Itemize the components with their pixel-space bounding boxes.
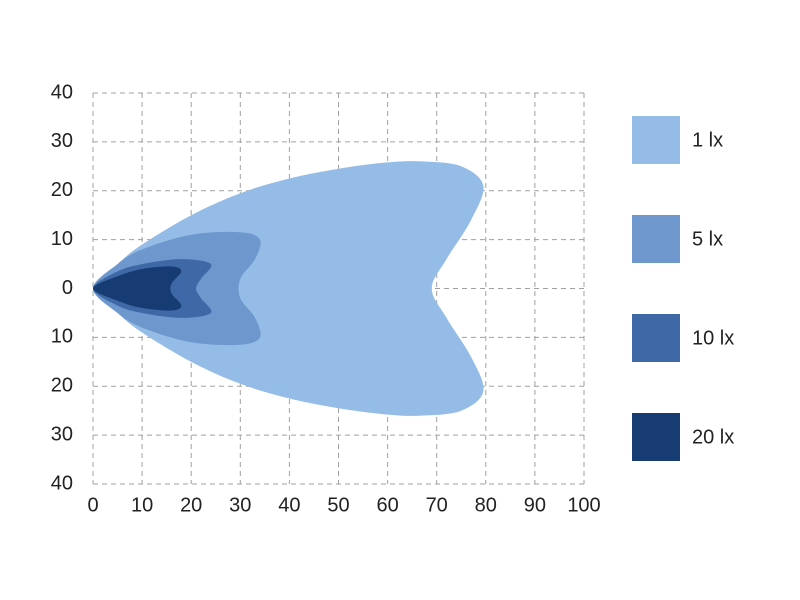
- x-tick-label: 80: [475, 494, 497, 516]
- y-tick-label: 10: [51, 326, 73, 348]
- x-tick-label: 10: [131, 494, 153, 516]
- legend-label: 20 lx: [692, 426, 734, 448]
- x-tick-label: 0: [87, 494, 98, 516]
- y-tick-label: 10: [51, 228, 73, 250]
- isolux-area: [93, 161, 484, 416]
- legend-label: 1 lx: [692, 129, 723, 151]
- isolux-area: [93, 266, 182, 311]
- y-tick-label: 40: [51, 81, 73, 103]
- x-tick-label: 70: [426, 494, 448, 516]
- y-tick-label: 0: [62, 277, 73, 299]
- x-tick-label: 20: [180, 494, 202, 516]
- x-tick-label: 50: [327, 494, 349, 516]
- legend-label: 10 lx: [692, 327, 734, 349]
- legend-label: 5 lx: [692, 228, 723, 250]
- legend-swatch: [632, 215, 680, 263]
- y-tick-label: 20: [51, 375, 73, 397]
- x-tick-label: 90: [524, 494, 546, 516]
- legend-swatch: [632, 413, 680, 461]
- x-tick-label: 100: [567, 494, 600, 516]
- y-tick-label: 30: [51, 130, 73, 152]
- x-tick-label: 60: [376, 494, 398, 516]
- y-tick-label: 20: [51, 179, 73, 201]
- x-tick-label: 40: [278, 494, 300, 516]
- y-tick-label: 30: [51, 423, 73, 445]
- legend-swatch: [632, 314, 680, 362]
- x-tick-label: 30: [229, 494, 251, 516]
- y-tick-label: 40: [51, 472, 73, 494]
- legend-swatch: [632, 116, 680, 164]
